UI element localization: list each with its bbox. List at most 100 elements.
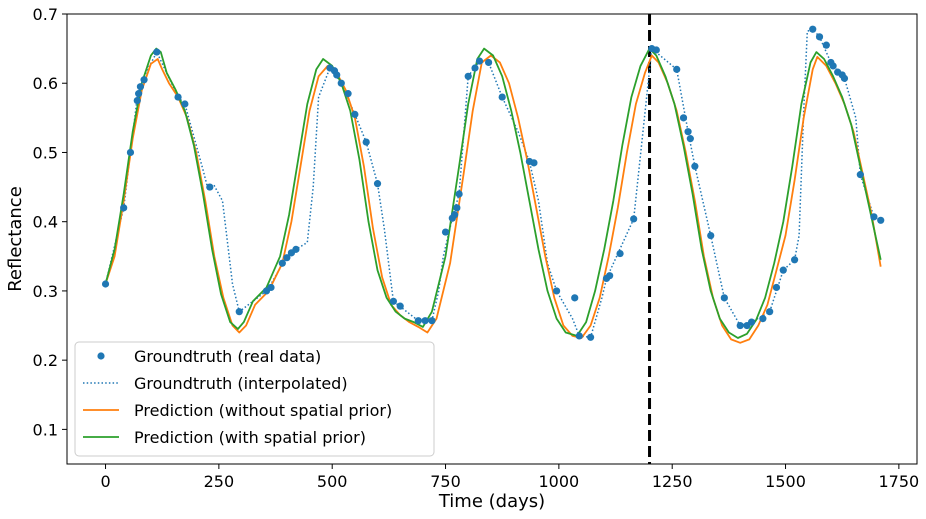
x-tick-label: 1500 [765, 472, 806, 491]
legend-label: Prediction (with spatial prior) [134, 428, 366, 447]
groundtruth-point [344, 90, 352, 98]
groundtruth-point [606, 272, 614, 280]
groundtruth-point [707, 231, 715, 240]
groundtruth-point [283, 254, 291, 262]
x-tick-label: 0 [100, 472, 110, 491]
groundtruth-point [206, 183, 214, 191]
legend-box [74, 341, 435, 457]
groundtruth-point [120, 204, 128, 212]
groundtruth-point [441, 228, 450, 236]
groundtruth-point [684, 128, 692, 136]
x-tick-label: 250 [204, 472, 235, 491]
groundtruth-point [181, 100, 189, 108]
groundtruth-point [616, 249, 624, 258]
groundtruth-point [779, 266, 787, 274]
groundtruth-point [772, 283, 781, 292]
groundtruth-point [278, 259, 286, 267]
groundtruth-point [136, 83, 145, 91]
groundtruth-point [453, 204, 461, 212]
groundtruth-point [140, 76, 148, 84]
groundtruth-point [822, 41, 830, 49]
interpolated-line [104, 28, 882, 339]
y-tick-label: 0.6 [33, 74, 58, 93]
legend-item: Groundtruth (interpolated) [83, 374, 348, 393]
groundtruth-point [292, 245, 300, 253]
y-tick-label: 0.2 [33, 351, 58, 370]
groundtruth-point [333, 71, 341, 79]
groundtruth-point [421, 317, 429, 325]
x-tick-label: 750 [430, 472, 461, 491]
groundtruth-point [736, 321, 744, 330]
groundtruth-point [485, 58, 493, 67]
x-tick-label: 1750 [879, 472, 920, 491]
groundtruth-point [829, 62, 837, 70]
plot-frame [66, 13, 918, 465]
legend-item: Prediction (with spatial prior) [83, 428, 366, 447]
groundtruth-point [389, 297, 397, 305]
groundtruth-point [362, 138, 370, 146]
groundtruth-point [652, 46, 660, 54]
groundtruth-point [235, 308, 243, 316]
y-tick-label: 0.7 [33, 5, 58, 24]
legend-marker [97, 352, 105, 360]
groundtruth-point [351, 110, 359, 118]
groundtruth-point [759, 315, 767, 323]
groundtruth-point [571, 294, 579, 302]
groundtruth-point [153, 48, 161, 56]
groundtruth-point [373, 180, 382, 188]
prediction-without-prior-line [104, 54, 882, 344]
y-tick-label: 0.4 [33, 213, 58, 232]
groundtruth-point [840, 74, 849, 82]
groundtruth-point [856, 171, 864, 179]
legend-label: Groundtruth (interpolated) [134, 374, 348, 393]
y-tick-label: 0.3 [33, 282, 58, 301]
series-layer [101, 25, 885, 344]
legend-label: Groundtruth (real data) [134, 347, 321, 366]
groundtruth-point [587, 333, 595, 341]
groundtruth-point [809, 25, 817, 33]
groundtruth-point [174, 93, 182, 101]
groundtruth-point [451, 211, 459, 219]
groundtruth-point [720, 294, 728, 302]
groundtruth-point [498, 93, 506, 101]
legend-item: Prediction (without spatial prior) [83, 401, 392, 420]
y-tick-label: 0.1 [33, 420, 58, 439]
x-axis: 0 250 500 750 1000 1250 1500 1750 [100, 464, 919, 491]
y-tick-label: 0.5 [33, 143, 58, 162]
x-tick-label: 1000 [539, 472, 580, 491]
groundtruth-point [553, 287, 561, 295]
groundtruth-point [267, 283, 275, 292]
groundtruth-point [766, 308, 774, 316]
groundtruth-point [686, 135, 694, 143]
x-tick-label: 1250 [652, 472, 693, 491]
groundtruth-point [471, 64, 479, 72]
groundtruth-point [337, 79, 345, 87]
groundtruth-point [101, 280, 110, 288]
groundtruth-point [815, 33, 824, 41]
groundtruth-point [396, 302, 404, 310]
legend: Groundtruth (real data) Groundtruth (inte… [74, 341, 435, 457]
groundtruth-point [530, 159, 538, 167]
x-axis-label: Time (days) [438, 491, 545, 512]
groundtruth-point [133, 96, 141, 105]
groundtruth-point [455, 190, 463, 198]
legend-label: Prediction (without spatial prior) [134, 401, 392, 420]
groundtruth-point [475, 57, 484, 65]
groundtruth-point [877, 216, 885, 224]
groundtruth-point [679, 114, 688, 122]
groundtruth-point [870, 213, 878, 221]
groundtruth-point [428, 317, 436, 325]
groundtruth-point [464, 72, 472, 80]
x-tick-label: 500 [317, 472, 348, 491]
groundtruth-point [673, 65, 681, 73]
legend-item: Groundtruth (real data) [97, 347, 321, 366]
groundtruth-point [691, 162, 699, 170]
groundtruth-point [414, 317, 422, 325]
groundtruth-point [575, 332, 583, 340]
groundtruth-point [747, 318, 756, 326]
y-axis: 0.1 0.2 0.3 0.4 0.5 0.6 0.7 [33, 5, 67, 439]
y-axis-label: Reflectance [5, 186, 26, 292]
groundtruth-point [135, 90, 143, 98]
groundtruth-point [791, 256, 799, 264]
